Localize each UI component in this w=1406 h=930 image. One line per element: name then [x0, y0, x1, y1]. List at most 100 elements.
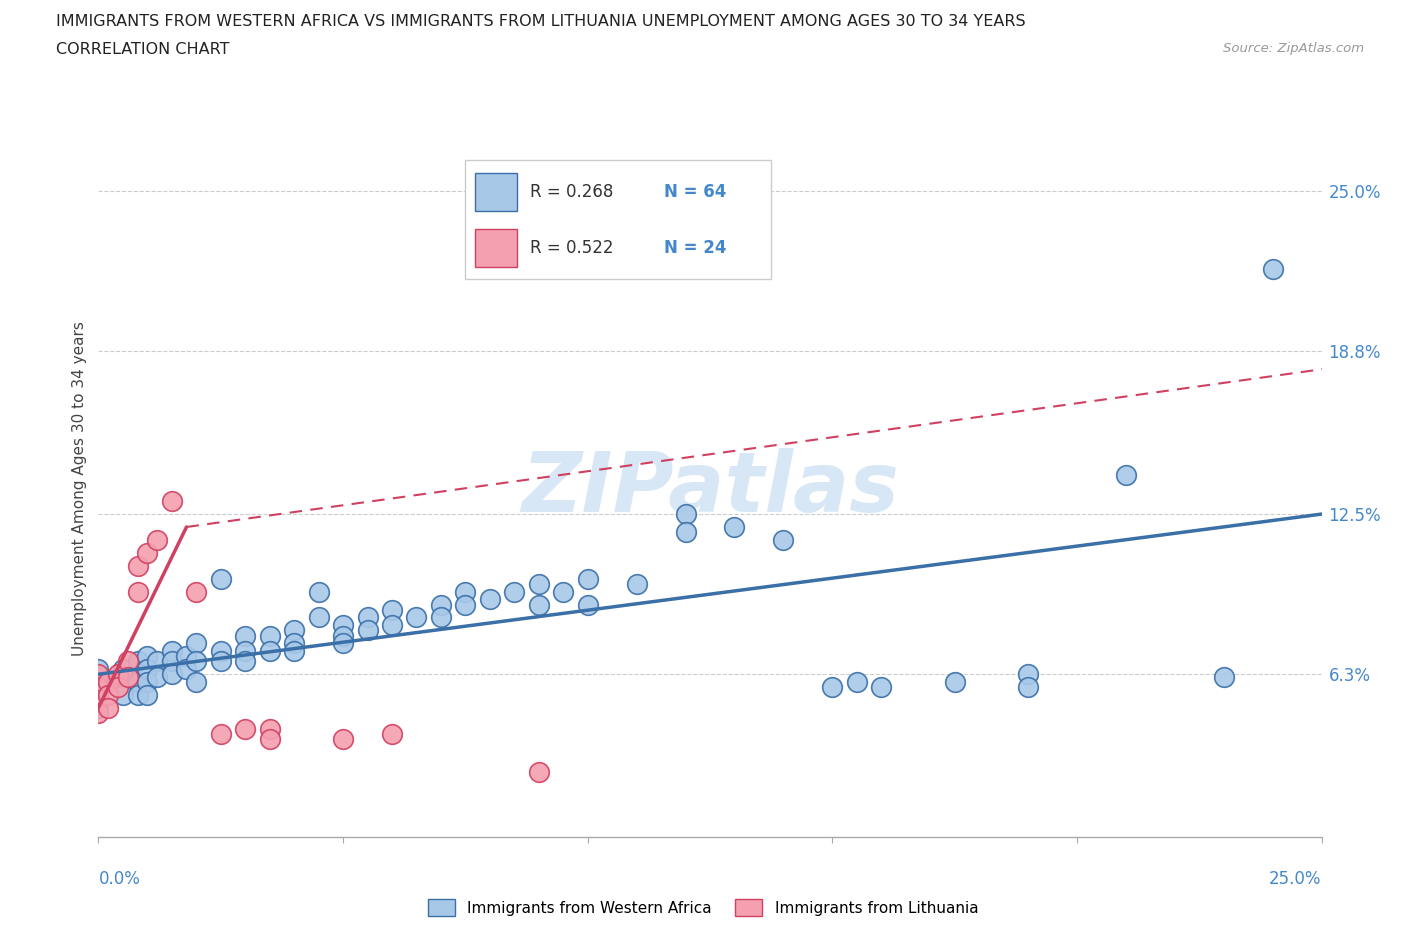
Point	[186, 654, 208, 669]
Point	[136, 674, 159, 689]
Point	[381, 726, 404, 741]
Point	[87, 661, 110, 676]
Point	[259, 644, 281, 658]
Point	[233, 644, 256, 658]
Point	[127, 687, 149, 702]
Y-axis label: Unemployment Among Ages 30 to 34 years: Unemployment Among Ages 30 to 34 years	[72, 321, 87, 656]
Point	[97, 687, 120, 702]
Point	[209, 571, 232, 586]
Point	[821, 680, 844, 695]
Point	[478, 591, 501, 606]
Point	[87, 674, 110, 689]
Point	[283, 636, 305, 651]
Point	[209, 644, 232, 658]
Point	[233, 654, 256, 669]
Point	[259, 628, 281, 643]
Point	[381, 603, 404, 618]
Point	[136, 661, 159, 676]
Point	[772, 533, 794, 548]
Point	[430, 597, 453, 612]
Point	[111, 661, 134, 676]
Point	[675, 525, 697, 539]
Point	[111, 670, 134, 684]
Point	[430, 610, 453, 625]
Point	[87, 687, 110, 702]
Point	[146, 533, 169, 548]
Point	[87, 667, 110, 682]
Point	[943, 674, 966, 689]
Point	[160, 494, 183, 509]
Point	[176, 649, 198, 664]
Point	[503, 584, 526, 599]
Point	[870, 680, 893, 695]
Point	[283, 623, 305, 638]
Point	[308, 610, 330, 625]
Point	[381, 618, 404, 632]
Point	[97, 674, 120, 689]
Point	[87, 706, 110, 721]
Point	[87, 693, 110, 708]
Point	[527, 577, 550, 591]
Point	[405, 610, 427, 625]
Point	[186, 674, 208, 689]
Text: 0.0%: 0.0%	[98, 870, 141, 887]
Point	[127, 654, 149, 669]
Point	[107, 667, 129, 682]
Point	[332, 618, 354, 632]
Point	[160, 654, 183, 669]
Point	[1212, 670, 1234, 684]
Point	[127, 674, 149, 689]
Point	[176, 661, 198, 676]
Point	[1261, 261, 1284, 276]
Point	[576, 571, 599, 586]
Point	[87, 700, 110, 715]
Text: Source: ZipAtlas.com: Source: ZipAtlas.com	[1223, 42, 1364, 55]
Point	[186, 636, 208, 651]
Text: CORRELATION CHART: CORRELATION CHART	[56, 42, 229, 57]
Point	[553, 584, 575, 599]
Point	[1017, 680, 1039, 695]
Point	[1017, 667, 1039, 682]
Point	[117, 670, 139, 684]
Text: 25.0%: 25.0%	[1270, 870, 1322, 887]
Point	[527, 765, 550, 780]
Point	[332, 628, 354, 643]
Text: ZIPatlas: ZIPatlas	[522, 447, 898, 529]
Point	[146, 670, 169, 684]
Point	[527, 597, 550, 612]
Legend: Immigrants from Western Africa, Immigrants from Lithuania: Immigrants from Western Africa, Immigran…	[422, 893, 984, 923]
Point	[97, 700, 120, 715]
Point	[136, 649, 159, 664]
Point	[576, 597, 599, 612]
Point	[356, 610, 378, 625]
Point	[259, 731, 281, 746]
Point	[454, 584, 477, 599]
Point	[209, 726, 232, 741]
Point	[136, 545, 159, 560]
Point	[146, 654, 169, 669]
Point	[186, 584, 208, 599]
Point	[233, 721, 256, 736]
Point	[1115, 468, 1137, 483]
Point	[117, 654, 139, 669]
Point	[127, 558, 149, 573]
Point	[332, 636, 354, 651]
Point	[308, 584, 330, 599]
Point	[723, 520, 745, 535]
Point	[332, 731, 354, 746]
Point	[626, 577, 648, 591]
Point	[259, 721, 281, 736]
Point	[454, 597, 477, 612]
Point	[675, 507, 697, 522]
Point	[233, 628, 256, 643]
Point	[160, 667, 183, 682]
Point	[87, 680, 110, 695]
Point	[845, 674, 868, 689]
Point	[107, 680, 129, 695]
Point	[160, 644, 183, 658]
Point	[136, 687, 159, 702]
Point	[356, 623, 378, 638]
Point	[283, 644, 305, 658]
Point	[111, 687, 134, 702]
Point	[127, 584, 149, 599]
